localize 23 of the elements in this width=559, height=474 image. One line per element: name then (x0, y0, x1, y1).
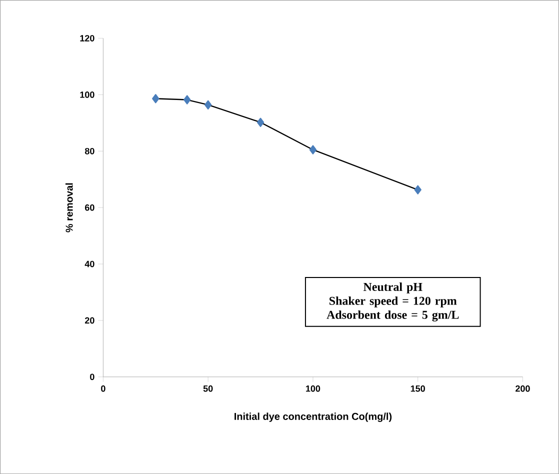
point (256, 118, 264, 127)
y-tick-label: 0 (90, 374, 94, 380)
point (414, 185, 422, 194)
x-axis-title: Initial dye concentration Co(mg/l) (234, 412, 392, 422)
x-tick-label: 50 (203, 385, 213, 392)
y-tick-label: 80 (84, 148, 94, 154)
y-tick-label: 20 (84, 317, 94, 324)
x-tick-label: 0 (101, 385, 106, 392)
annotation: Shaker speed = 120 rpm (330, 296, 457, 308)
annotation: Adsorbent dose = 5 gm/L (326, 310, 459, 322)
x-tick-label: 150 (410, 385, 425, 392)
point (204, 100, 212, 110)
point (184, 95, 191, 104)
y-axis-title: % removal (65, 183, 73, 232)
y-tick-label: 100 (80, 91, 94, 98)
point (309, 145, 317, 154)
x-tick-label: 200 (516, 385, 530, 392)
x-tick-label: 100 (306, 385, 320, 392)
y-tick-label: 40 (84, 260, 94, 268)
annotation: Neutral pH (363, 282, 422, 294)
y-tick-label: 120 (80, 35, 94, 42)
y-tick-label: 60 (85, 204, 94, 211)
point (152, 94, 160, 104)
